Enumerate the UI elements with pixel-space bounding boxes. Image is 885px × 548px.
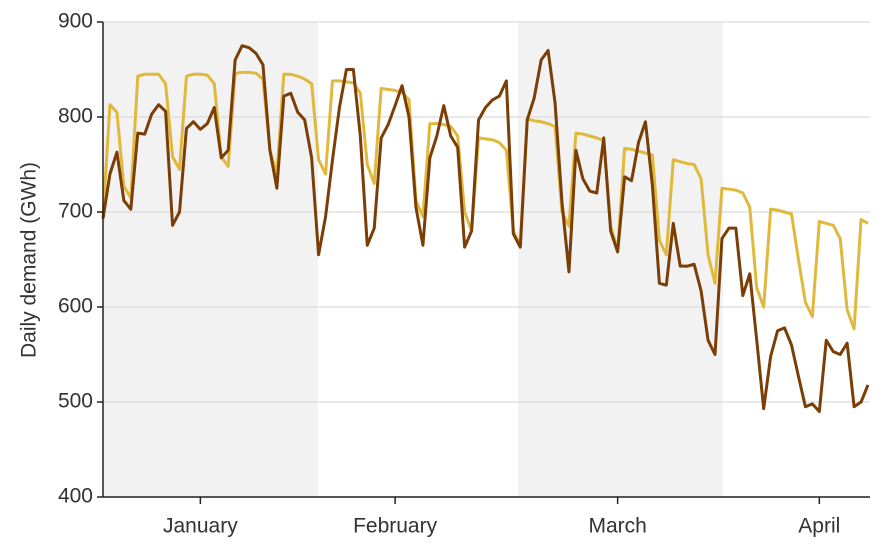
y-tick-label: 900 [58, 10, 93, 33]
month-band [518, 22, 723, 497]
y-tick-label: 500 [58, 390, 93, 413]
labels: 400 500 600 700 800 900 January February March Ap… [58, 10, 840, 538]
x-tick-label: January [163, 515, 238, 538]
y-tick-label: 700 [58, 200, 93, 223]
month-band [103, 22, 318, 497]
y-axis-label: Daily demand (GWh) [18, 162, 41, 358]
y-tick-label: 600 [58, 295, 93, 318]
x-tick-label: February [353, 515, 438, 538]
y-tick-label: 800 [58, 105, 93, 128]
x-tick-label: April [798, 515, 840, 538]
y-tick-label: 400 [58, 485, 93, 508]
series-line [101, 44, 870, 413]
lines [101, 44, 870, 413]
x-tick-label: March [588, 515, 646, 538]
